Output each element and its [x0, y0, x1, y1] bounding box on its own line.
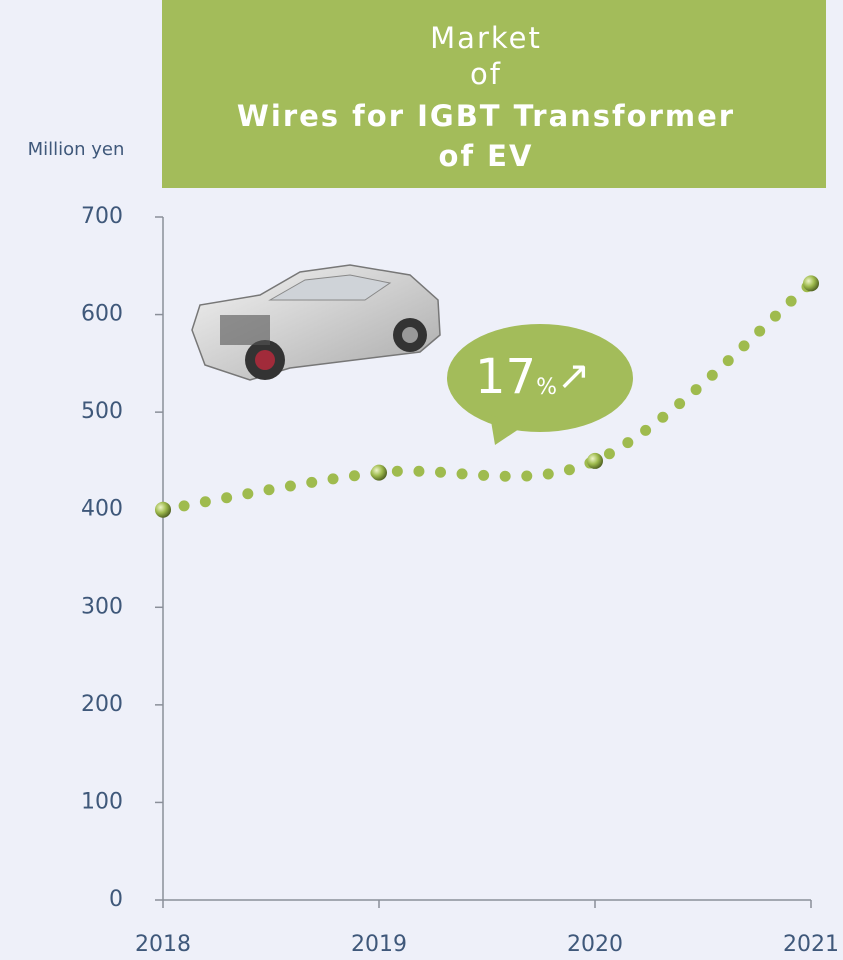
y-tick-label: 400: [81, 497, 123, 522]
car-illustration: [191, 264, 441, 381]
title-box: [162, 0, 826, 188]
point: [371, 464, 387, 481]
annotation-number: 17: [475, 349, 536, 405]
annotation-arrow: ↗: [557, 353, 591, 399]
y-tick-label: 300: [81, 594, 123, 619]
y-tick-label: 700: [81, 204, 123, 229]
y-tick-label: 100: [81, 789, 123, 814]
title-line: of EV: [439, 139, 534, 173]
title-line: Market: [430, 21, 542, 55]
dotted-line: [157, 277, 817, 516]
point: [587, 452, 603, 469]
y-tick-label: 0: [109, 887, 123, 912]
title-line: Wires for IGBT Transformer: [237, 99, 735, 133]
x-tick-label: 2019: [351, 932, 407, 957]
x-tick-label: 2020: [567, 932, 623, 957]
annotation: 17%↗: [475, 349, 591, 405]
point: [155, 501, 171, 518]
y-tick-label: 600: [81, 302, 123, 327]
x-tick-label: 2021: [783, 932, 839, 957]
title-line: of: [470, 57, 502, 91]
annotation-unit: %: [536, 375, 557, 400]
y-tick-label: 200: [81, 692, 123, 717]
x-tick-label: 2018: [135, 932, 191, 957]
y-axis-label: Million yen: [28, 139, 125, 160]
y-tick-label: 500: [81, 399, 123, 424]
point: [803, 275, 819, 292]
annotation-bubble: [447, 324, 633, 445]
